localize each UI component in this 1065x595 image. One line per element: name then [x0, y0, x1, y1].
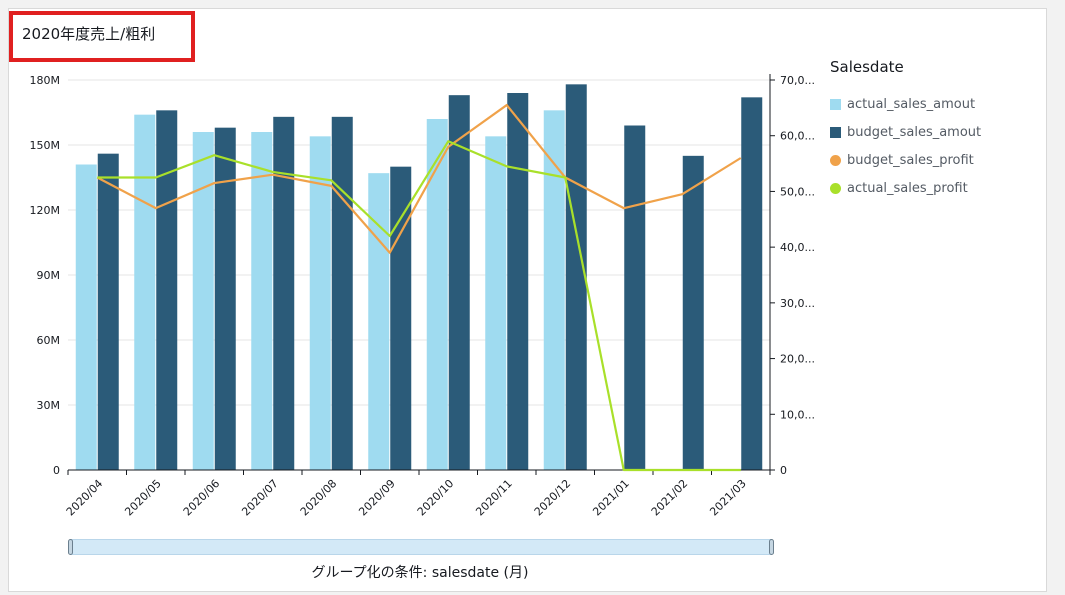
y-left-tick-label: 150M: [30, 139, 61, 152]
bar-actual_sales_amout: [485, 136, 507, 471]
bar-budget_sales_amout: [156, 110, 178, 470]
x-tick-label: 2020/06: [181, 477, 223, 519]
legend-item-actual-sales-profit[interactable]: actual_sales_profit: [830, 174, 981, 202]
x-tick-label: 2020/08: [298, 477, 340, 519]
y-right-tick-label: 70,0...: [780, 74, 815, 87]
legend-label: actual_sales_amout: [847, 96, 976, 112]
line-actual_sales_profit: [97, 140, 741, 472]
legend-item-budget-sales-profit[interactable]: budget_sales_profit: [830, 146, 981, 174]
y-right-tick-label: 60,0...: [780, 130, 815, 143]
x-tick-label: 2020/11: [473, 477, 515, 519]
x-tick-label: 2020/04: [64, 477, 106, 519]
x-tick-label: 2020/10: [415, 477, 457, 519]
bar-budget_sales_amout: [390, 166, 412, 470]
bar-budget_sales_amout: [565, 84, 587, 470]
bar-budget_sales_amout: [214, 127, 236, 471]
x-tick-label: 2020/07: [239, 477, 281, 519]
x-tick-label: 2020/05: [122, 477, 164, 519]
legend-label: budget_sales_profit: [847, 152, 974, 168]
y-left-tick-label: 30M: [37, 399, 61, 412]
legend: Salesdate actual_sales_amout budget_sale…: [830, 58, 981, 202]
y-left-tick-label: 180M: [30, 74, 61, 87]
x-tick-label: 2020/12: [532, 477, 574, 519]
y-right-tick-label: 50,0...: [780, 185, 815, 198]
bar-budget_sales_amout: [448, 95, 470, 471]
bar-actual_sales_amout: [543, 110, 565, 470]
bar-budget_sales_amout: [507, 93, 529, 470]
y-right-tick-label: 40,0...: [780, 241, 815, 254]
scrollbar-right-handle[interactable]: [769, 539, 774, 555]
line-budget_sales_profit: [96, 103, 742, 254]
x-tick-label: 2021/03: [707, 477, 749, 519]
bar-actual_sales_amout: [192, 132, 214, 470]
legend-swatch: [830, 154, 841, 166]
y-right-tick-label: 30,0...: [780, 297, 815, 310]
bar-budget_sales_amout: [624, 125, 646, 470]
y-right-tick-label: 10,0...: [780, 408, 815, 421]
legend-label: actual_sales_profit: [847, 180, 968, 196]
title-highlight-box: [9, 11, 195, 62]
bar-budget_sales_amout: [741, 97, 763, 470]
bar-actual_sales_amout: [251, 132, 273, 470]
bar-actual_sales_amout: [309, 136, 331, 471]
x-tick-label: 2021/01: [590, 477, 632, 519]
legend-swatch: [830, 182, 841, 194]
legend-swatch: [830, 126, 841, 138]
group-by-caption: グループ化の条件: salesdate (月): [311, 565, 529, 581]
y-right-tick-label: 20,0...: [780, 353, 815, 366]
bar-budget_sales_amout: [682, 155, 704, 471]
bar-budget_sales_amout: [331, 116, 353, 470]
legend-item-budget-sales-amout[interactable]: budget_sales_amout: [830, 118, 981, 146]
bar-actual_sales_amout: [426, 119, 448, 470]
chart-title: 2020年度売上/粗利: [22, 25, 156, 43]
scrollbar-left-handle[interactable]: [68, 539, 73, 555]
legend-label: budget_sales_amout: [847, 124, 982, 140]
legend-item-actual-sales-amout[interactable]: actual_sales_amout: [830, 90, 981, 118]
x-tick-label: 2021/02: [649, 477, 691, 519]
bar-actual_sales_amout: [75, 164, 97, 470]
y-right-tick-label: 0: [780, 464, 787, 477]
legend-swatch: [830, 98, 841, 110]
y-left-tick-label: 0: [53, 464, 60, 477]
range-scrollbar[interactable]: [68, 539, 774, 555]
legend-title: Salesdate: [830, 58, 904, 76]
y-left-tick-label: 90M: [37, 269, 61, 282]
y-left-tick-label: 120M: [30, 204, 61, 217]
bar-actual_sales_amout: [134, 114, 156, 471]
bar-budget_sales_amout: [273, 116, 295, 470]
bar-budget_sales_amout: [97, 153, 119, 470]
x-tick-label: 2020/09: [356, 477, 398, 519]
y-left-tick-label: 60M: [37, 334, 61, 347]
